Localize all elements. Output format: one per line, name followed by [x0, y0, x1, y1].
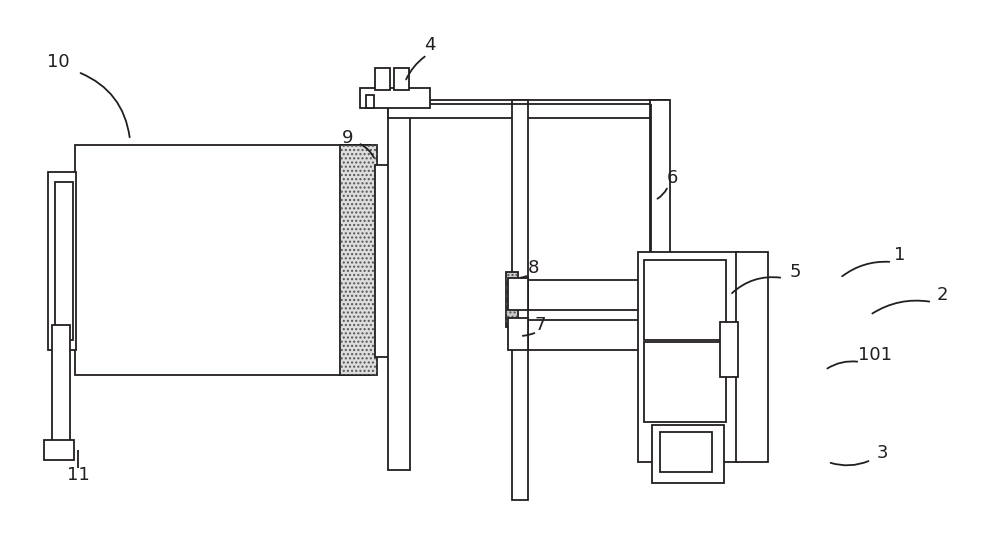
Text: 9: 9 — [342, 129, 354, 147]
Bar — [340, 145, 377, 375]
Bar — [508, 278, 528, 310]
Text: 11: 11 — [67, 466, 89, 484]
Bar — [48, 172, 76, 350]
Bar — [44, 440, 74, 460]
Bar — [506, 272, 518, 327]
Text: 6: 6 — [666, 169, 678, 187]
Bar — [388, 100, 410, 470]
Bar — [366, 95, 374, 108]
Bar — [55, 182, 73, 340]
Bar — [660, 432, 712, 472]
Bar — [360, 88, 430, 108]
Bar — [388, 100, 668, 118]
Bar — [394, 68, 409, 90]
Bar — [375, 68, 390, 90]
Bar — [506, 272, 518, 327]
Bar — [644, 260, 726, 340]
Bar — [644, 342, 726, 422]
Text: 5: 5 — [789, 263, 801, 281]
Text: 101: 101 — [858, 346, 892, 364]
Text: 3: 3 — [876, 444, 888, 462]
Text: 1: 1 — [894, 246, 906, 264]
Text: 2: 2 — [936, 286, 948, 304]
Bar — [375, 165, 397, 357]
Bar — [638, 252, 738, 462]
Bar — [650, 100, 670, 305]
Bar — [340, 145, 377, 375]
Bar — [652, 425, 724, 483]
Text: 4: 4 — [424, 36, 436, 54]
Text: 7: 7 — [534, 316, 546, 334]
Bar — [736, 252, 768, 462]
Bar — [512, 100, 528, 500]
Bar — [720, 322, 738, 377]
Bar — [52, 325, 70, 443]
Text: 8: 8 — [527, 259, 539, 277]
Bar — [75, 145, 370, 375]
Text: 10: 10 — [47, 53, 69, 71]
Bar — [508, 318, 528, 350]
